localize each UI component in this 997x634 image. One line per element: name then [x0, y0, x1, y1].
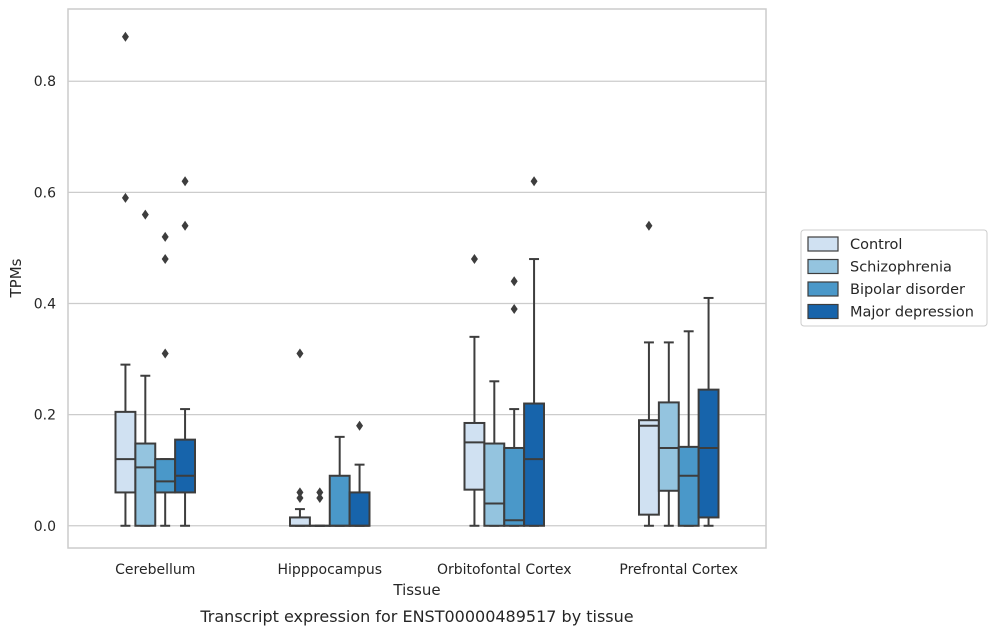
legend-swatch [807, 281, 839, 297]
legend-entry: Control [850, 237, 902, 253]
box-3-2 [677, 330, 700, 527]
x-tick-label: Orbitofontal Cortex [437, 562, 572, 578]
box-body [348, 491, 371, 527]
outlier-point [141, 209, 149, 220]
box-0-0 [114, 31, 137, 527]
box-body [114, 410, 137, 494]
legend-swatch [807, 236, 839, 252]
box-3-0 [638, 220, 660, 527]
x-axis-label: Tissue [392, 581, 440, 599]
outlier-point [161, 348, 169, 359]
box-1-0 [289, 348, 311, 527]
y-axis-ticks: 0.0 0.2 0.4 0.6 0.8 [34, 74, 56, 535]
x-tick-label: Hipppocampus [277, 562, 382, 578]
y-tick-label: 0.0 [34, 519, 56, 535]
legend: Control Schizophrenia Bipolar disorder Majo… [800, 229, 988, 327]
outlier-point [161, 254, 169, 265]
box-3-3 [697, 296, 720, 527]
outlier-point [356, 420, 364, 431]
box-body [657, 401, 680, 492]
y-tick-label: 0.2 [34, 408, 56, 424]
box-body [638, 419, 660, 516]
box-1-2 [328, 435, 351, 527]
box-body [697, 388, 720, 519]
outlier-point [316, 487, 324, 498]
legend-entry: Major depression [850, 305, 974, 321]
outlier-point [296, 492, 304, 503]
outlier-point [296, 348, 304, 359]
box-body [174, 438, 196, 494]
box-body [154, 458, 177, 494]
box-body [134, 442, 157, 527]
outlier-point [530, 176, 538, 187]
legend-swatch [807, 303, 839, 320]
box-3-1 [657, 341, 680, 527]
outlier-point [470, 254, 478, 265]
box-body [483, 442, 506, 527]
outlier-point [510, 276, 518, 287]
box-0-3 [174, 176, 196, 527]
box-1-3 [348, 420, 371, 527]
x-tick-label: Prefrontal Cortex [619, 562, 738, 578]
box-body [677, 445, 700, 527]
boxes-layer [114, 31, 720, 527]
box-body [328, 474, 351, 527]
outlier-point [296, 487, 304, 498]
box-2-3 [523, 176, 545, 527]
outlier-point [316, 492, 324, 503]
box-body [503, 446, 526, 527]
outlier-point [121, 192, 129, 203]
outlier-point [161, 231, 169, 242]
outlier-point [510, 304, 518, 315]
outlier-point [181, 220, 189, 231]
box-body [289, 516, 311, 527]
outlier-point [121, 31, 129, 42]
legend-frame [800, 229, 988, 327]
legend-entry: Bipolar disorder [850, 282, 965, 298]
outlier-point [181, 176, 189, 187]
box-1-1 [308, 487, 331, 527]
box-2-0 [463, 254, 486, 527]
y-tick-label: 0.4 [34, 297, 56, 313]
legend-swatch [807, 258, 839, 275]
box-0-1 [134, 209, 157, 527]
legend-entry: Schizophrenia [850, 260, 952, 276]
x-tick-label: Cerebellum [115, 562, 195, 578]
box-body [523, 402, 545, 527]
box-body [463, 421, 486, 491]
x-axis-ticks: Cerebellum Hipppocampus Orbitofontal Corte… [115, 562, 738, 578]
chart-caption: Transcript expression for ENST0000048951… [199, 607, 633, 626]
y-axis-label: TPMs [7, 258, 25, 298]
outlier-point [645, 220, 653, 231]
y-tick-label: 0.8 [34, 74, 56, 90]
y-tick-label: 0.6 [34, 185, 56, 201]
